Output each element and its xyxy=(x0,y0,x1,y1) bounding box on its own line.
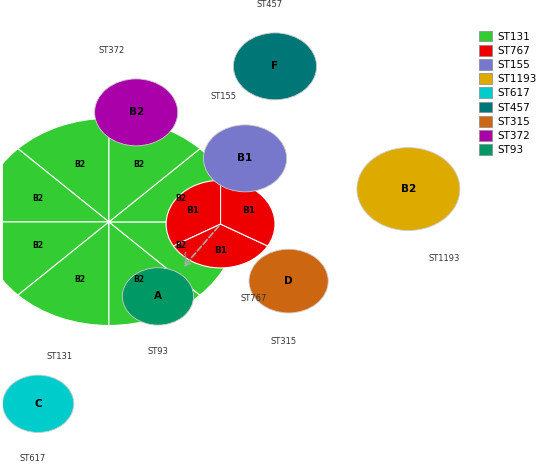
Circle shape xyxy=(204,125,287,192)
Wedge shape xyxy=(18,118,109,222)
Text: B2: B2 xyxy=(133,160,144,169)
Text: ST767: ST767 xyxy=(240,294,266,303)
Circle shape xyxy=(357,148,460,231)
Text: ST457: ST457 xyxy=(256,0,283,9)
Text: B2: B2 xyxy=(129,107,144,117)
Text: F: F xyxy=(272,62,278,71)
Text: B2: B2 xyxy=(401,184,416,194)
Wedge shape xyxy=(221,180,275,246)
Text: ST1193: ST1193 xyxy=(428,254,459,263)
Text: B1: B1 xyxy=(238,153,252,164)
Wedge shape xyxy=(0,149,109,222)
Text: B2: B2 xyxy=(175,194,186,203)
Wedge shape xyxy=(166,180,221,246)
Wedge shape xyxy=(109,222,238,295)
Text: ST617: ST617 xyxy=(20,454,46,463)
Circle shape xyxy=(233,33,317,100)
Circle shape xyxy=(249,249,328,313)
Wedge shape xyxy=(0,222,109,295)
Text: A: A xyxy=(154,291,162,302)
Text: 4: 4 xyxy=(182,252,187,261)
Wedge shape xyxy=(109,149,238,222)
Wedge shape xyxy=(109,118,200,222)
Text: B2: B2 xyxy=(74,275,85,284)
Text: ST131: ST131 xyxy=(47,352,73,361)
Text: B1: B1 xyxy=(186,206,199,215)
Text: ST315: ST315 xyxy=(270,337,296,346)
Text: C: C xyxy=(34,399,42,409)
Wedge shape xyxy=(18,222,109,325)
Text: B2: B2 xyxy=(74,160,85,169)
Wedge shape xyxy=(109,222,200,325)
Text: ST155: ST155 xyxy=(210,92,236,101)
Circle shape xyxy=(3,375,74,432)
Text: B1: B1 xyxy=(243,206,255,215)
Text: ST372: ST372 xyxy=(98,46,125,55)
Circle shape xyxy=(122,268,194,325)
Legend: ST131, ST767, ST155, ST1193, ST617, ST457, ST315, ST372, ST93: ST131, ST767, ST155, ST1193, ST617, ST45… xyxy=(474,26,542,160)
Text: B2: B2 xyxy=(32,194,43,203)
Wedge shape xyxy=(173,224,268,268)
Text: B2: B2 xyxy=(32,241,43,250)
Text: B2: B2 xyxy=(175,241,186,250)
Text: ST93: ST93 xyxy=(147,347,168,356)
Text: B1: B1 xyxy=(214,246,227,255)
Circle shape xyxy=(95,79,178,146)
Text: B2: B2 xyxy=(133,275,144,284)
Text: D: D xyxy=(284,276,293,286)
